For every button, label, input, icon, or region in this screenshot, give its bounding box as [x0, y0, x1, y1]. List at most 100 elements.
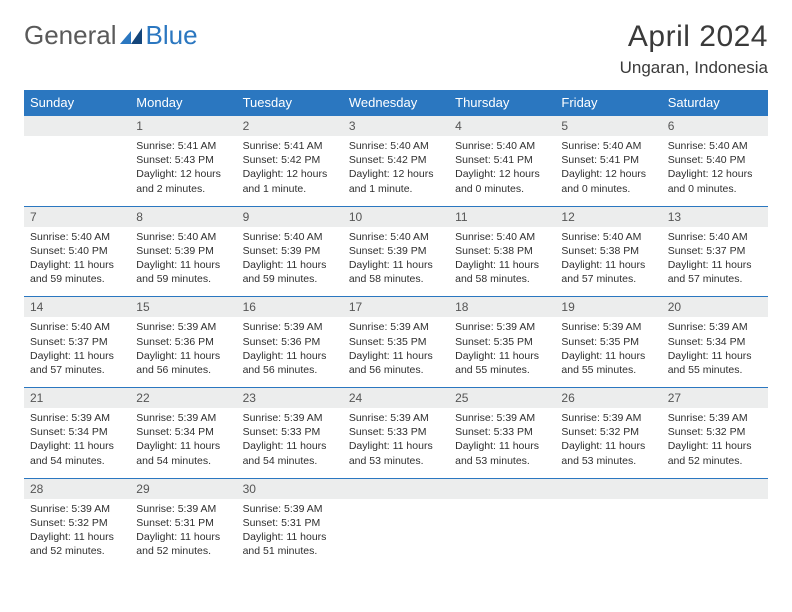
day-number-cell: 22: [130, 388, 236, 409]
sunset-text: Sunset: 5:37 PM: [668, 244, 762, 258]
day-detail-cell: Sunrise: 5:39 AMSunset: 5:35 PMDaylight:…: [555, 317, 661, 387]
day-number-row: 282930: [24, 478, 768, 499]
day-detail-cell: Sunrise: 5:39 AMSunset: 5:34 PMDaylight:…: [24, 408, 130, 478]
day-detail-cell: Sunrise: 5:39 AMSunset: 5:35 PMDaylight:…: [343, 317, 449, 387]
daylight-text-1: Daylight: 11 hours: [243, 530, 337, 544]
day-number-cell: 16: [237, 297, 343, 318]
sunset-text: Sunset: 5:31 PM: [243, 516, 337, 530]
sunrise-text: Sunrise: 5:39 AM: [30, 411, 124, 425]
sunrise-text: Sunrise: 5:40 AM: [455, 139, 549, 153]
weekday-header: Wednesday: [343, 90, 449, 116]
sunset-text: Sunset: 5:38 PM: [561, 244, 655, 258]
day-number-cell: 2: [237, 116, 343, 137]
title-block: April 2024 Ungaran, Indonesia: [620, 20, 768, 78]
sunrise-text: Sunrise: 5:40 AM: [243, 230, 337, 244]
daylight-text-1: Daylight: 11 hours: [561, 349, 655, 363]
sunset-text: Sunset: 5:35 PM: [455, 335, 549, 349]
daylight-text-2: and 56 minutes.: [243, 363, 337, 377]
sunset-text: Sunset: 5:36 PM: [136, 335, 230, 349]
sunrise-text: Sunrise: 5:40 AM: [349, 230, 443, 244]
day-number-cell: 20: [662, 297, 768, 318]
day-detail-cell: Sunrise: 5:39 AMSunset: 5:32 PMDaylight:…: [555, 408, 661, 478]
sunset-text: Sunset: 5:39 PM: [243, 244, 337, 258]
day-detail-cell: Sunrise: 5:40 AMSunset: 5:41 PMDaylight:…: [555, 136, 661, 206]
daylight-text-2: and 56 minutes.: [136, 363, 230, 377]
day-number-cell: 28: [24, 478, 130, 499]
day-detail-cell: Sunrise: 5:39 AMSunset: 5:35 PMDaylight:…: [449, 317, 555, 387]
day-detail-cell: Sunrise: 5:39 AMSunset: 5:31 PMDaylight:…: [237, 499, 343, 569]
daylight-text-1: Daylight: 12 hours: [349, 167, 443, 181]
sunset-text: Sunset: 5:41 PM: [561, 153, 655, 167]
day-number-cell: [343, 478, 449, 499]
daylight-text-2: and 0 minutes.: [668, 182, 762, 196]
sunset-text: Sunset: 5:33 PM: [349, 425, 443, 439]
day-number-cell: 13: [662, 206, 768, 227]
daylight-text-2: and 55 minutes.: [455, 363, 549, 377]
daylight-text-1: Daylight: 11 hours: [136, 349, 230, 363]
sunrise-text: Sunrise: 5:39 AM: [30, 502, 124, 516]
sunset-text: Sunset: 5:35 PM: [561, 335, 655, 349]
day-number-cell: 11: [449, 206, 555, 227]
daylight-text-2: and 57 minutes.: [668, 272, 762, 286]
day-number-row: 78910111213: [24, 206, 768, 227]
day-number-cell: 14: [24, 297, 130, 318]
daylight-text-1: Daylight: 11 hours: [668, 439, 762, 453]
day-number-cell: 21: [24, 388, 130, 409]
weekday-header: Sunday: [24, 90, 130, 116]
daylight-text-2: and 0 minutes.: [561, 182, 655, 196]
day-detail-cell: Sunrise: 5:40 AMSunset: 5:39 PMDaylight:…: [237, 227, 343, 297]
day-number-cell: 29: [130, 478, 236, 499]
daylight-text-1: Daylight: 11 hours: [30, 530, 124, 544]
day-detail-cell: [343, 499, 449, 569]
day-number-cell: 7: [24, 206, 130, 227]
sunset-text: Sunset: 5:34 PM: [30, 425, 124, 439]
daylight-text-2: and 57 minutes.: [561, 272, 655, 286]
day-number-cell: 15: [130, 297, 236, 318]
sunset-text: Sunset: 5:33 PM: [243, 425, 337, 439]
day-number-cell: 27: [662, 388, 768, 409]
sunrise-text: Sunrise: 5:40 AM: [136, 230, 230, 244]
sunrise-text: Sunrise: 5:39 AM: [455, 411, 549, 425]
daylight-text-1: Daylight: 12 hours: [455, 167, 549, 181]
daylight-text-1: Daylight: 11 hours: [30, 349, 124, 363]
day-number-cell: 5: [555, 116, 661, 137]
daylight-text-1: Daylight: 11 hours: [136, 530, 230, 544]
sunset-text: Sunset: 5:32 PM: [561, 425, 655, 439]
daylight-text-1: Daylight: 12 hours: [668, 167, 762, 181]
sunset-text: Sunset: 5:32 PM: [668, 425, 762, 439]
sunset-text: Sunset: 5:43 PM: [136, 153, 230, 167]
day-detail-cell: [662, 499, 768, 569]
day-number-cell: 1: [130, 116, 236, 137]
day-number-cell: [555, 478, 661, 499]
daylight-text-1: Daylight: 11 hours: [455, 349, 549, 363]
sunrise-text: Sunrise: 5:41 AM: [243, 139, 337, 153]
day-detail-row: Sunrise: 5:39 AMSunset: 5:34 PMDaylight:…: [24, 408, 768, 478]
day-number-cell: 4: [449, 116, 555, 137]
day-detail-cell: Sunrise: 5:40 AMSunset: 5:38 PMDaylight:…: [555, 227, 661, 297]
daylight-text-2: and 55 minutes.: [561, 363, 655, 377]
day-number-cell: 18: [449, 297, 555, 318]
day-number-cell: 24: [343, 388, 449, 409]
sunrise-text: Sunrise: 5:39 AM: [349, 320, 443, 334]
day-detail-cell: Sunrise: 5:40 AMSunset: 5:38 PMDaylight:…: [449, 227, 555, 297]
weekday-header: Thursday: [449, 90, 555, 116]
day-detail-cell: Sunrise: 5:40 AMSunset: 5:39 PMDaylight:…: [130, 227, 236, 297]
day-number-cell: 9: [237, 206, 343, 227]
logo-text-1: General: [24, 20, 117, 51]
daylight-text-2: and 59 minutes.: [30, 272, 124, 286]
daylight-text-2: and 1 minute.: [349, 182, 443, 196]
daylight-text-2: and 59 minutes.: [243, 272, 337, 286]
day-number-cell: 6: [662, 116, 768, 137]
sunset-text: Sunset: 5:39 PM: [349, 244, 443, 258]
day-detail-row: Sunrise: 5:40 AMSunset: 5:37 PMDaylight:…: [24, 317, 768, 387]
sunrise-text: Sunrise: 5:39 AM: [561, 411, 655, 425]
sunset-text: Sunset: 5:32 PM: [30, 516, 124, 530]
sunrise-text: Sunrise: 5:40 AM: [30, 320, 124, 334]
sunrise-text: Sunrise: 5:40 AM: [349, 139, 443, 153]
day-detail-cell: [24, 136, 130, 206]
daylight-text-1: Daylight: 12 hours: [243, 167, 337, 181]
daylight-text-2: and 52 minutes.: [136, 544, 230, 558]
day-detail-cell: Sunrise: 5:39 AMSunset: 5:33 PMDaylight:…: [449, 408, 555, 478]
daylight-text-2: and 53 minutes.: [561, 454, 655, 468]
day-number-cell: [662, 478, 768, 499]
